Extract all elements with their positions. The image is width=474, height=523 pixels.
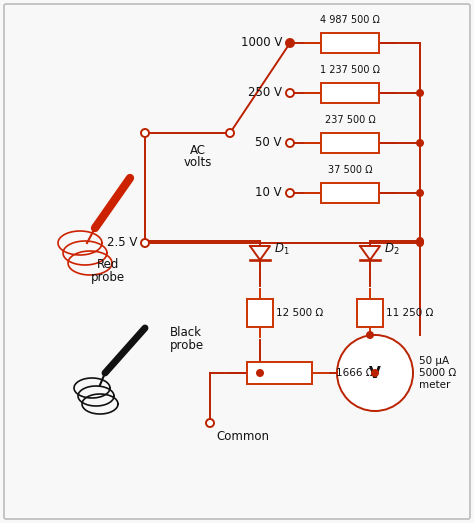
Text: probe: probe [91, 270, 125, 283]
Text: 2.5 V: 2.5 V [107, 236, 137, 249]
Text: 11 250 Ω: 11 250 Ω [386, 308, 433, 318]
Text: 50 V: 50 V [255, 137, 282, 150]
FancyBboxPatch shape [4, 4, 470, 519]
Text: AC: AC [190, 144, 206, 157]
Text: 1000 V: 1000 V [241, 37, 282, 50]
Bar [321, 33, 379, 53]
Text: Common: Common [216, 430, 269, 444]
Text: Black: Black [170, 326, 202, 339]
Circle shape [141, 129, 149, 137]
Circle shape [416, 139, 424, 147]
Text: $D_2$: $D_2$ [384, 242, 400, 257]
Bar [321, 183, 379, 203]
Text: meter: meter [419, 380, 450, 390]
Text: 5000 Ω: 5000 Ω [419, 368, 456, 378]
Circle shape [371, 369, 379, 377]
Bar [247, 299, 273, 327]
Circle shape [416, 239, 424, 247]
Bar [321, 83, 379, 103]
Circle shape [226, 129, 234, 137]
Circle shape [416, 89, 424, 97]
Text: 1666 Ω: 1666 Ω [336, 368, 374, 378]
Text: 37 500 Ω: 37 500 Ω [328, 165, 372, 175]
Text: 10 V: 10 V [255, 187, 282, 199]
Circle shape [286, 189, 294, 197]
Text: 50 μA: 50 μA [419, 356, 449, 366]
Text: $D_1$: $D_1$ [274, 242, 290, 257]
Circle shape [366, 331, 374, 339]
Text: probe: probe [170, 338, 204, 351]
Text: 250 V: 250 V [248, 86, 282, 99]
Circle shape [256, 369, 264, 377]
Circle shape [416, 189, 424, 197]
Text: 12 500 Ω: 12 500 Ω [276, 308, 323, 318]
Bar [247, 362, 312, 384]
Circle shape [286, 89, 294, 97]
Circle shape [206, 419, 214, 427]
Text: Red: Red [97, 258, 119, 271]
Circle shape [286, 139, 294, 147]
Circle shape [286, 39, 294, 47]
Text: V: V [369, 366, 381, 381]
Bar [357, 299, 383, 327]
Bar [321, 133, 379, 153]
Circle shape [416, 237, 424, 245]
Text: 1 237 500 Ω: 1 237 500 Ω [320, 65, 380, 75]
Text: volts: volts [183, 156, 212, 169]
Circle shape [141, 239, 149, 247]
Text: 237 500 Ω: 237 500 Ω [325, 115, 375, 125]
Circle shape [286, 39, 294, 47]
Text: 4 987 500 Ω: 4 987 500 Ω [320, 15, 380, 25]
Circle shape [337, 335, 413, 411]
